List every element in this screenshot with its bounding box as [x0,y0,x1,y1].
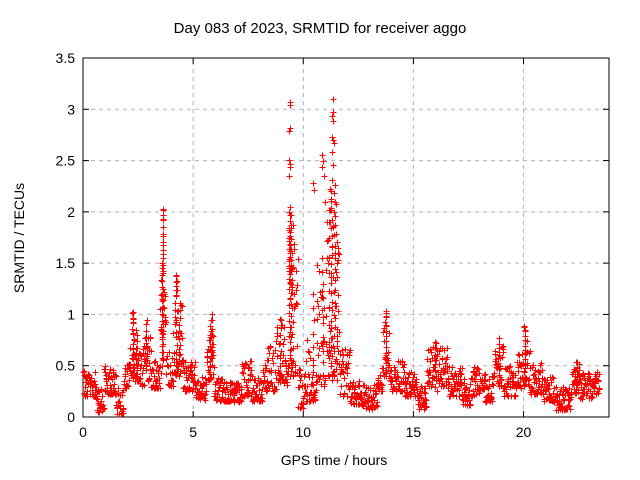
x-tick-label: 5 [189,424,197,440]
y-tick-label: 3.5 [56,50,76,66]
x-tick-label: 15 [406,424,422,440]
x-tick-label: 10 [295,424,311,440]
plot-border [82,57,610,418]
y-tick-label: 3 [67,101,75,117]
y-tick-label: 2 [67,204,75,220]
axis-ticks [82,57,609,418]
y-tick-label: 2.5 [56,153,76,169]
chart-title: Day 083 of 2023, SRMTID for receiver agg… [174,20,467,37]
y-tick-label: 1.5 [56,255,76,271]
tick-labels: 0 5 10 15 20 0 0.5 1 1.5 2 2.5 3 3.5 [56,50,532,440]
gridlines [83,58,609,417]
y-tick-label: 0 [67,409,75,425]
y-tick-label: 1 [67,306,75,322]
x-tick-label: 20 [516,424,532,440]
y-tick-label: 0.5 [56,358,76,374]
y-axis-label: SRMTID / TECUs [11,183,27,293]
scatter-points [80,96,603,418]
x-tick-label: 0 [79,424,87,440]
x-axis-label: GPS time / hours [281,452,388,468]
